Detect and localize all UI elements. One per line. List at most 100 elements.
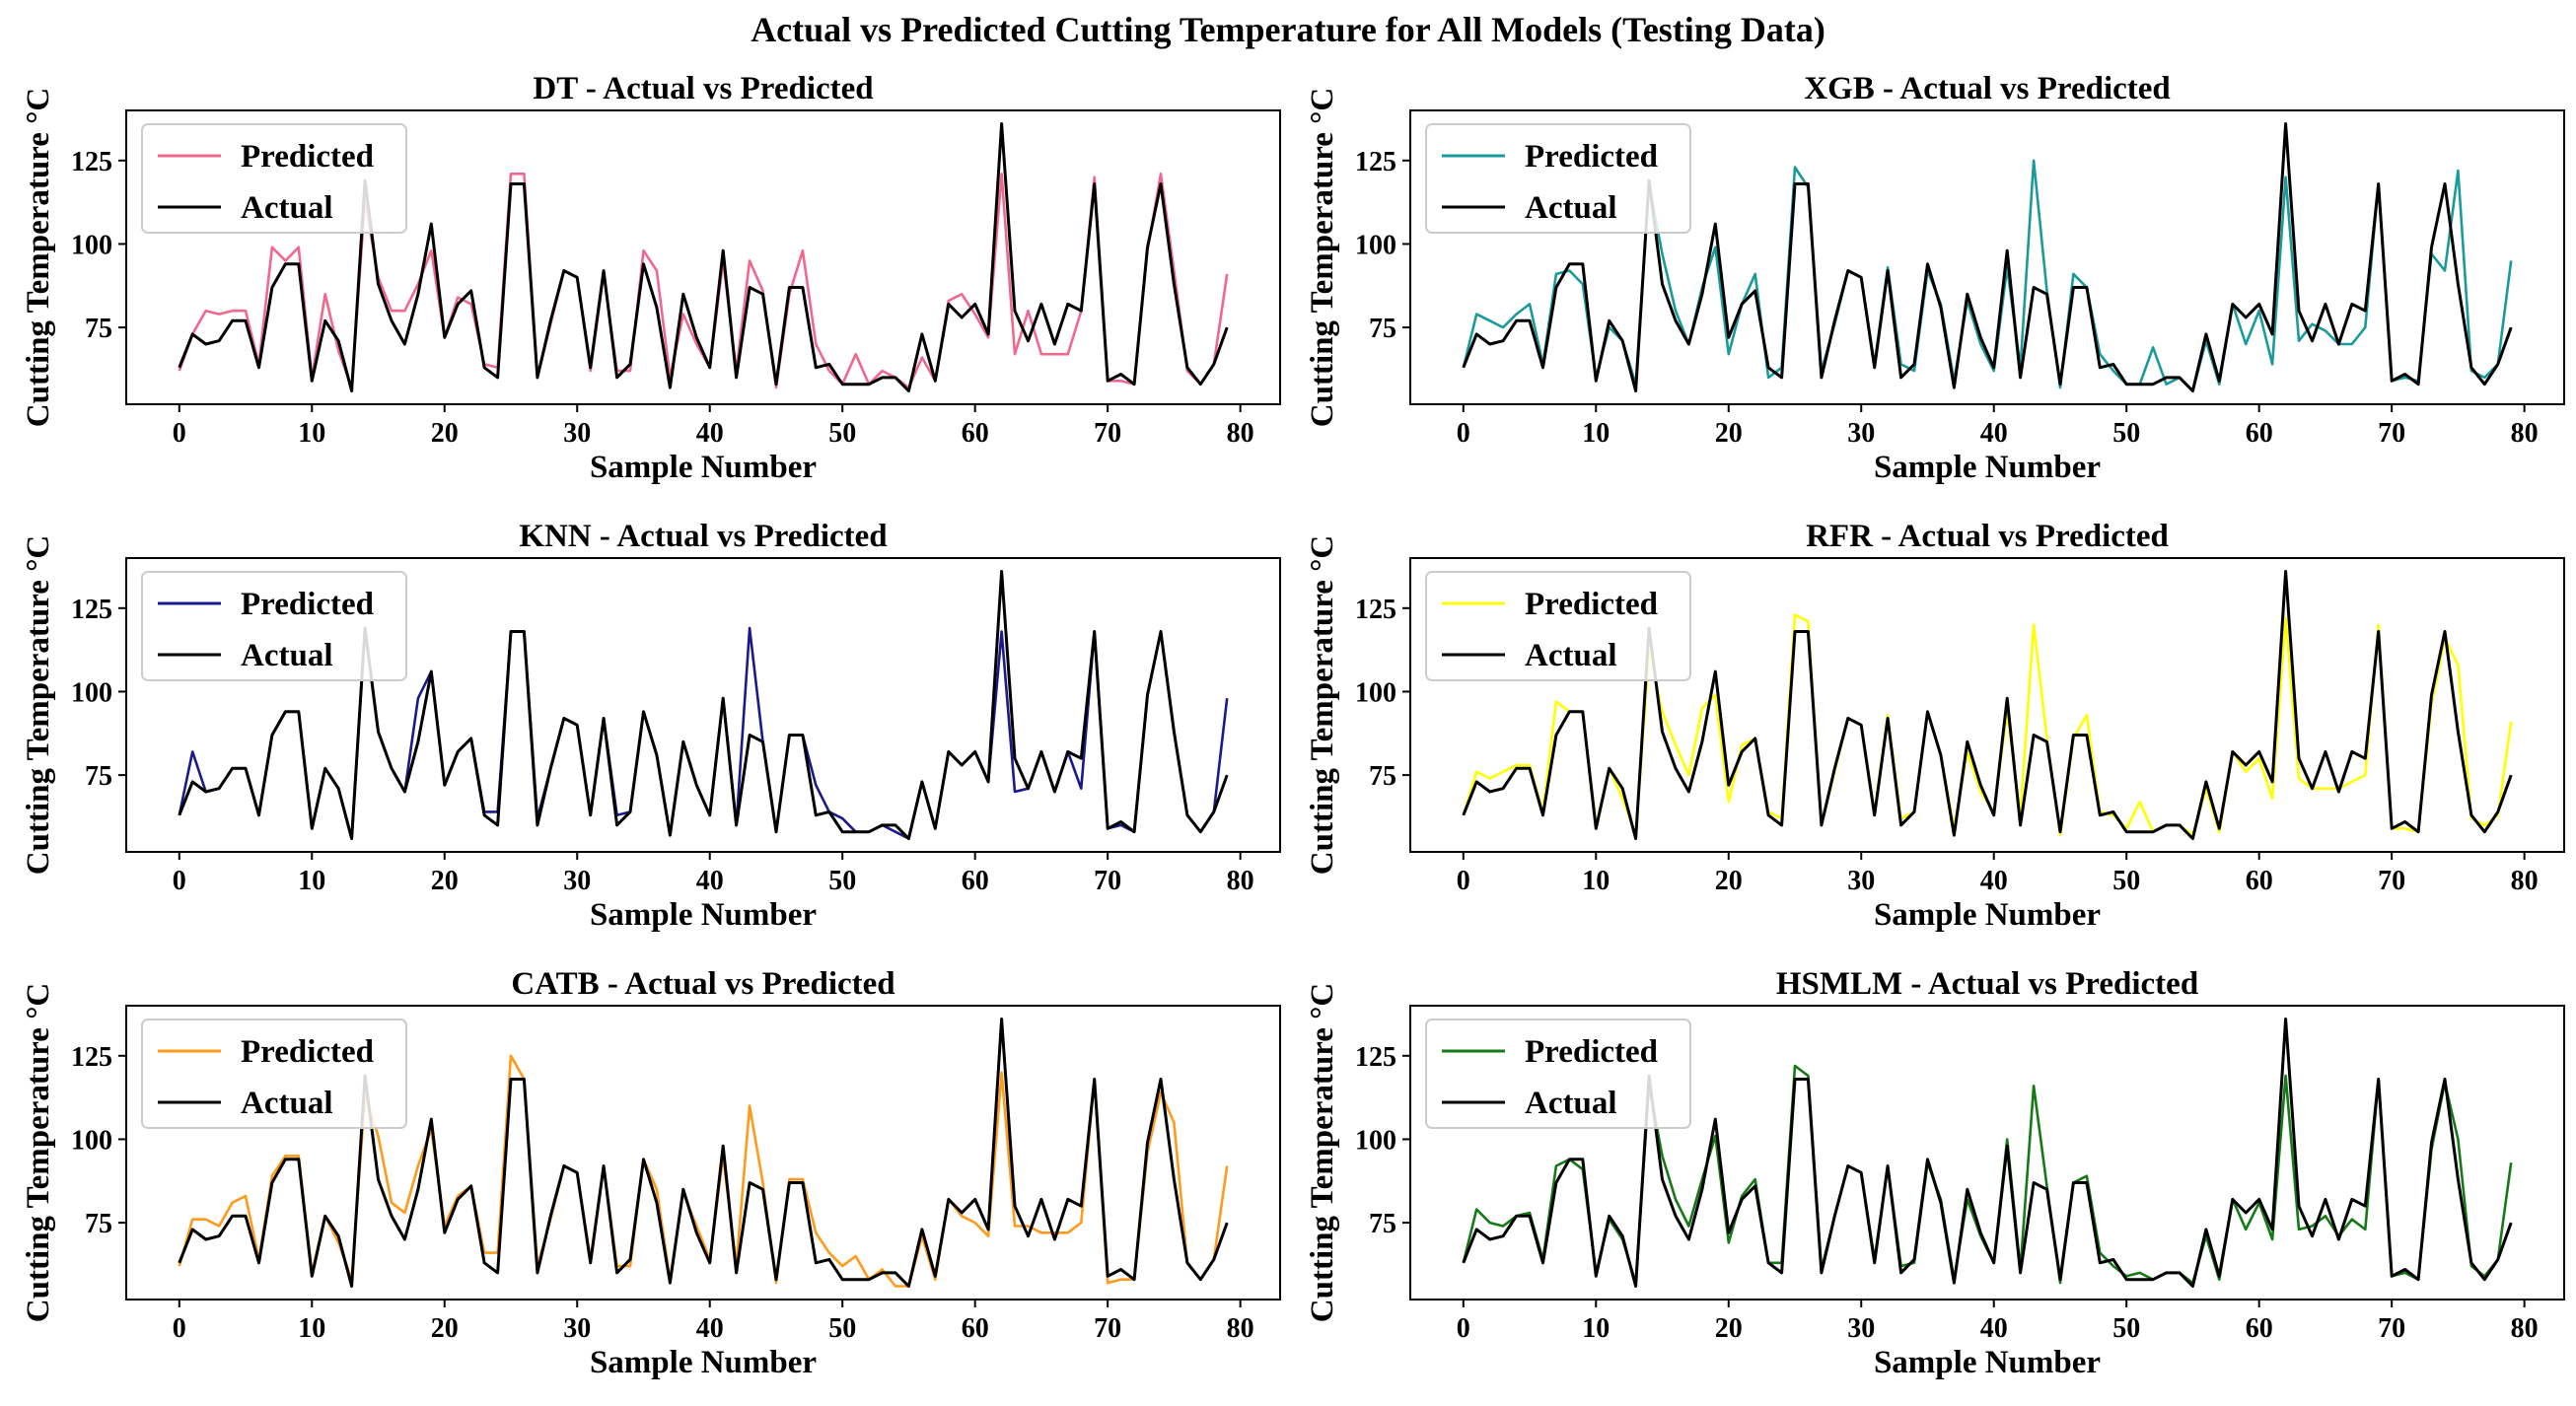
figure-title: Actual vs Predicted Cutting Temperature …	[751, 10, 1825, 49]
subplot-title: RFR - Actual vs Predicted	[1806, 519, 2169, 554]
legend-label-actual: Actual	[1525, 638, 1617, 673]
axes-frame	[125, 1005, 1281, 1301]
x-tick-label: 80	[1227, 418, 1254, 449]
subplot-2: KNN - Actual vs Predicted 0 10 20 30 40 50 60 70…	[21, 519, 1281, 933]
x-axis-label: Sample Number	[1874, 1345, 2101, 1380]
y-tick-label: 75	[1369, 1209, 1396, 1239]
subplot-grid: DT - Actual vs Predicted 0 10 20 30 40 50 60 70 8…	[21, 71, 2565, 1380]
x-tick-label: 70	[2378, 418, 2405, 449]
x-tick-label: 40	[1980, 1313, 2008, 1344]
subplot-title: KNN - Actual vs Predicted	[519, 519, 887, 554]
x-tick-label: 60	[2246, 418, 2273, 449]
x-tick-label: 40	[696, 866, 724, 896]
axes-frame	[1409, 557, 2565, 853]
y-axis-label: Cutting Temperature °C	[1305, 88, 1340, 427]
y-tick-label: 75	[1369, 761, 1396, 792]
x-tick-label: 50	[828, 1313, 856, 1344]
axes-frame	[1409, 109, 2565, 405]
x-tick-label: 60	[2246, 866, 2273, 896]
x-tick-label: 30	[563, 418, 591, 449]
x-tick-label: 80	[2511, 1313, 2539, 1344]
axes-frame	[125, 557, 1281, 853]
series-line-actual	[1462, 570, 2513, 840]
x-tick-label: 50	[828, 418, 856, 449]
x-axis-label: Sample Number	[1874, 450, 2101, 485]
x-axis-label: Sample Number	[590, 1345, 817, 1380]
subplot-title: CATB - Actual vs Predicted	[511, 966, 894, 1002]
y-tick-label: 75	[1369, 314, 1396, 344]
subplot-title: HSMLM - Actual vs Predicted	[1776, 966, 2198, 1002]
x-tick-label: 10	[1582, 1313, 1610, 1344]
series-line-actual	[1462, 1018, 2513, 1288]
y-tick-label: 125	[1355, 1042, 1396, 1073]
series-line-actual	[1462, 122, 2513, 392]
legend-label-predicted: Predicted	[1525, 1034, 1658, 1070]
x-tick-label: 50	[2112, 1313, 2140, 1344]
legend-label-predicted: Predicted	[241, 587, 374, 622]
x-tick-label: 10	[298, 866, 325, 896]
x-tick-label: 80	[2511, 418, 2539, 449]
y-axis-label: Cutting Temperature °C	[1305, 983, 1340, 1322]
y-axis-label: Cutting Temperature °C	[21, 88, 56, 427]
legend-label-actual: Actual	[1525, 1086, 1617, 1121]
x-tick-label: 60	[962, 418, 989, 449]
x-tick-label: 20	[1715, 1313, 1743, 1344]
subplot-1: XGB - Actual vs Predicted 0 10 20 30 40 50 60 70…	[1305, 71, 2565, 485]
x-tick-label: 0	[1457, 418, 1470, 449]
subplot-5: HSMLM - Actual vs Predicted 0 10 20 30 40 50 60…	[1305, 966, 2565, 1380]
legend-label-predicted: Predicted	[1525, 139, 1658, 175]
subplot-title: XGB - Actual vs Predicted	[1804, 71, 2171, 106]
x-axis-label: Sample Number	[1874, 897, 2101, 933]
x-tick-label: 20	[431, 1313, 459, 1344]
y-tick-label: 75	[85, 761, 112, 792]
x-tick-label: 30	[1847, 1313, 1875, 1344]
x-tick-label: 30	[1847, 866, 1875, 896]
x-tick-label: 0	[1457, 866, 1470, 896]
x-tick-label: 50	[2112, 418, 2140, 449]
subplot-0: DT - Actual vs Predicted 0 10 20 30 40 50 60 70 8…	[21, 71, 1281, 485]
x-tick-label: 70	[2378, 1313, 2405, 1344]
x-tick-label: 50	[2112, 866, 2140, 896]
y-tick-label: 100	[1355, 230, 1396, 260]
y-tick-label: 100	[1355, 677, 1396, 708]
axes-frame	[125, 109, 1281, 405]
legend-label-actual: Actual	[241, 190, 333, 226]
y-tick-label: 125	[71, 147, 112, 177]
series-line-actual	[178, 122, 1229, 392]
x-tick-label: 70	[1094, 1313, 1121, 1344]
legend-label-predicted: Predicted	[1525, 587, 1658, 622]
y-axis-label: Cutting Temperature °C	[21, 983, 56, 1322]
legend-label-actual: Actual	[241, 638, 333, 673]
x-tick-label: 60	[2246, 1313, 2273, 1344]
subplot-4: CATB - Actual vs Predicted 0 10 20 30 40 50 60 7…	[21, 966, 1281, 1380]
x-tick-label: 70	[1094, 418, 1121, 449]
axes-frame	[1409, 1005, 2565, 1301]
y-axis-label: Cutting Temperature °C	[21, 535, 56, 875]
x-tick-label: 60	[962, 1313, 989, 1344]
x-tick-label: 0	[1457, 1313, 1470, 1344]
series-line-actual	[178, 1018, 1229, 1288]
legend-label-predicted: Predicted	[241, 139, 374, 175]
x-tick-label: 50	[828, 866, 856, 896]
x-tick-label: 20	[1715, 418, 1743, 449]
y-tick-label: 75	[85, 314, 112, 344]
legend-label-predicted: Predicted	[241, 1034, 374, 1070]
x-tick-label: 70	[1094, 866, 1121, 896]
x-axis-label: Sample Number	[590, 450, 817, 485]
x-tick-label: 0	[173, 1313, 186, 1344]
x-tick-label: 20	[431, 418, 459, 449]
y-tick-label: 100	[71, 1125, 112, 1156]
x-tick-label: 40	[1980, 866, 2008, 896]
y-tick-label: 125	[1355, 147, 1396, 177]
x-tick-label: 70	[2378, 866, 2405, 896]
x-tick-label: 20	[1715, 866, 1743, 896]
series-line-actual	[178, 570, 1229, 840]
subplot-3: RFR - Actual vs Predicted 0 10 20 30 40 50 60 70…	[1305, 519, 2565, 933]
y-tick-label: 75	[85, 1209, 112, 1239]
x-axis-label: Sample Number	[590, 897, 817, 933]
x-tick-label: 20	[431, 866, 459, 896]
legend-label-actual: Actual	[1525, 190, 1617, 226]
y-axis-label: Cutting Temperature °C	[1305, 535, 1340, 875]
x-tick-label: 0	[173, 866, 186, 896]
